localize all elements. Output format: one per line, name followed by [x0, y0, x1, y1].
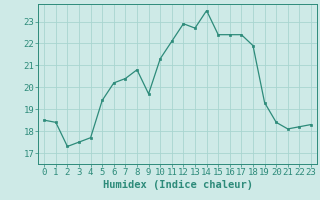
X-axis label: Humidex (Indice chaleur): Humidex (Indice chaleur): [103, 180, 252, 190]
